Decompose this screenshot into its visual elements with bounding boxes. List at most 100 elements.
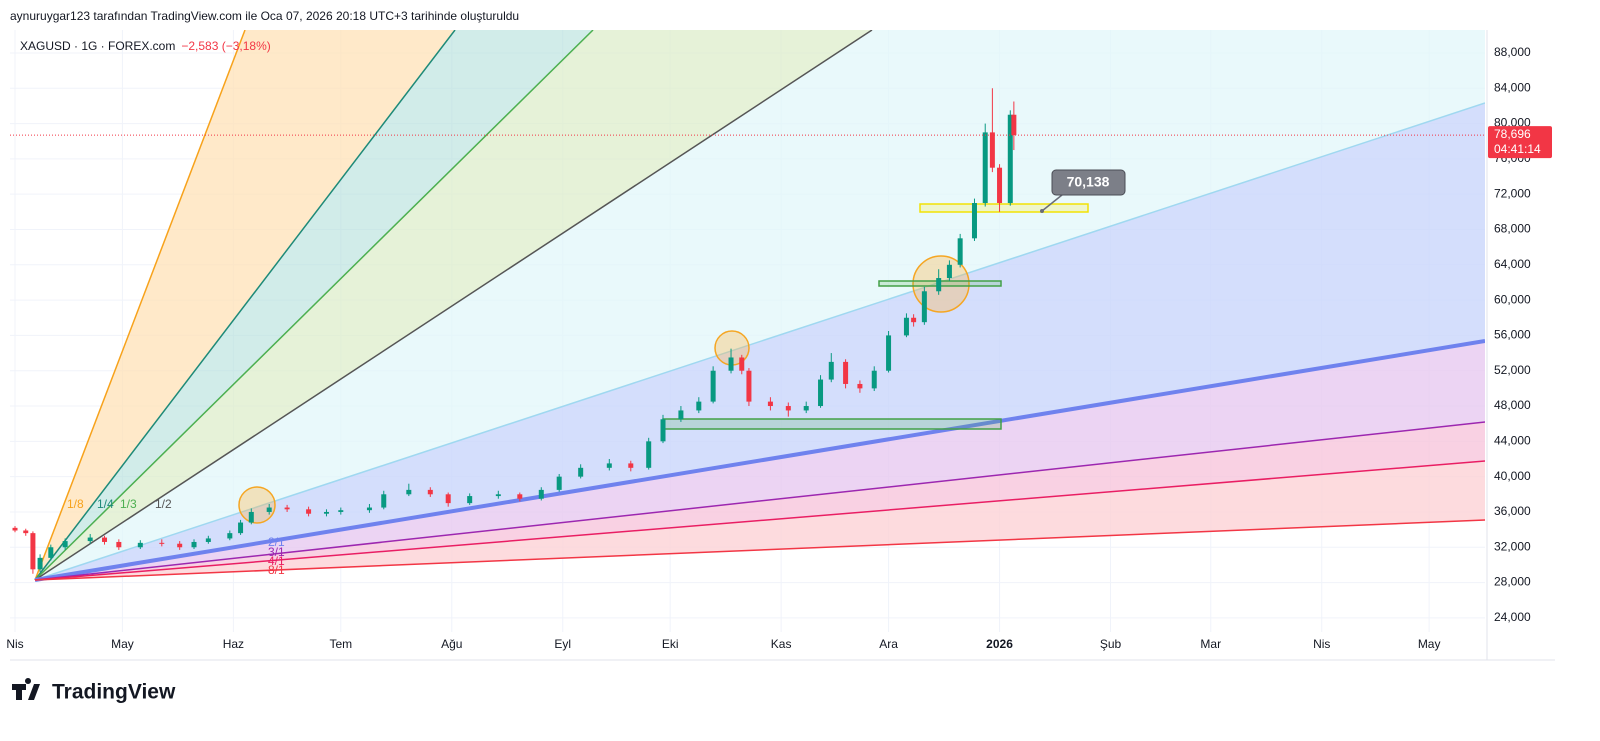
fan-label: 1/2	[155, 497, 172, 511]
x-tick-label: May	[1418, 637, 1441, 651]
y-tick-label: 44,000	[1494, 434, 1531, 448]
fan-label: 1/3	[120, 497, 137, 511]
fan-label: 4/1	[268, 554, 285, 568]
candle-body	[191, 541, 197, 548]
y-tick-label: 28,000	[1494, 575, 1531, 589]
candle-body	[306, 509, 312, 514]
candle-body	[12, 527, 18, 531]
candle-body	[660, 419, 666, 442]
x-tick-label: Şub	[1100, 637, 1122, 651]
y-tick-label: 32,000	[1494, 539, 1531, 553]
candle-body	[971, 203, 977, 239]
x-tick-label: Nis	[6, 637, 23, 651]
candle-body	[989, 132, 995, 168]
brand: TradingView	[52, 681, 176, 704]
candle-body	[767, 401, 773, 407]
header: aynuruygar123 tarafından TradingView.com…	[10, 9, 519, 23]
x-tick-label: Eyl	[554, 637, 571, 651]
candle-body	[381, 494, 387, 508]
candle-body	[238, 522, 244, 534]
candle-body	[427, 489, 433, 495]
candle-body	[323, 511, 329, 514]
candle-body	[116, 541, 122, 548]
fan-line	[34, 102, 1485, 581]
fan-label: 1/8	[67, 497, 84, 511]
candle-body	[467, 496, 473, 504]
candle-body	[982, 132, 988, 204]
x-tick-label: Kas	[771, 637, 792, 651]
candle-body	[159, 542, 165, 544]
candle-body	[406, 489, 412, 495]
x-tick-label: May	[111, 637, 134, 651]
fan-label: 2/1	[268, 535, 285, 549]
x-tick-label: Nis	[1313, 637, 1330, 651]
candle-body	[556, 476, 562, 490]
candle-body	[495, 494, 501, 497]
x-tick-label: Ağu	[441, 637, 462, 651]
candle-body	[957, 238, 963, 265]
x-tick-label: Tem	[329, 637, 352, 651]
candle-body	[227, 533, 233, 539]
symbol: XAGUSD · 1G · FOREX.com −2,583 (−3,18%)	[20, 39, 271, 53]
fan-line	[34, 30, 594, 581]
x-tick-label: Eki	[662, 637, 679, 651]
candle-body	[818, 379, 824, 407]
candle-body	[1007, 114, 1013, 204]
fan-line	[34, 30, 456, 581]
callout-text: 70,138	[1067, 174, 1110, 190]
y-tick-label: 88,000	[1494, 45, 1531, 59]
candle-body	[137, 542, 143, 548]
y-tick-label: 84,000	[1494, 80, 1531, 94]
candle-body	[946, 264, 952, 279]
candle-body	[1011, 114, 1017, 136]
x-tick-label: Mar	[1200, 637, 1221, 651]
y-tick-label: 48,000	[1494, 398, 1531, 412]
candle-body	[102, 537, 108, 542]
candle-body	[338, 510, 344, 512]
candle-body	[177, 543, 183, 548]
fan-line	[34, 460, 1485, 581]
y-tick-label: 60,000	[1494, 292, 1531, 306]
candle-body	[739, 357, 745, 371]
callout-box	[1051, 169, 1126, 196]
candle-body	[62, 541, 68, 548]
candle-body	[578, 467, 584, 477]
price-box	[1488, 126, 1552, 159]
candle-body	[284, 507, 290, 510]
zone-box	[919, 203, 1089, 213]
fan-zone	[35, 30, 1485, 580]
candle-body	[746, 370, 752, 402]
candle-body	[205, 538, 211, 542]
fan-label: 1/4	[97, 497, 114, 511]
highlight-circle	[238, 486, 276, 524]
fan-line	[34, 30, 873, 581]
candle-body	[628, 463, 634, 468]
callout-dot	[1040, 209, 1044, 213]
y-tick-label: 56,000	[1494, 328, 1531, 342]
callout-pointer	[1041, 194, 1063, 212]
candle-body	[997, 167, 1003, 204]
y-tick-label: 64,000	[1494, 257, 1531, 271]
candle-body	[828, 361, 834, 380]
candle-body	[728, 357, 734, 371]
fan-line	[34, 30, 246, 581]
y-tick-label: 24,000	[1494, 610, 1531, 624]
candle-body	[696, 401, 702, 411]
price-label: 78,696	[1494, 127, 1531, 141]
y-tick-label: 72,000	[1494, 186, 1531, 200]
candle-body	[517, 494, 523, 499]
candle-body	[710, 370, 716, 402]
candle-body	[903, 317, 909, 336]
candle-body	[678, 410, 684, 420]
y-tick-label: 68,000	[1494, 222, 1531, 236]
logo: TradingView	[12, 677, 176, 704]
fan-line	[34, 519, 1485, 581]
candles	[12, 88, 1017, 574]
candle-body	[366, 507, 372, 511]
candle-body	[87, 537, 93, 542]
candle-body	[936, 278, 942, 292]
x-tick-label: 2026	[986, 637, 1013, 651]
candle-body	[871, 370, 877, 389]
y-tick-label: 36,000	[1494, 504, 1531, 518]
candle-body	[606, 463, 612, 468]
